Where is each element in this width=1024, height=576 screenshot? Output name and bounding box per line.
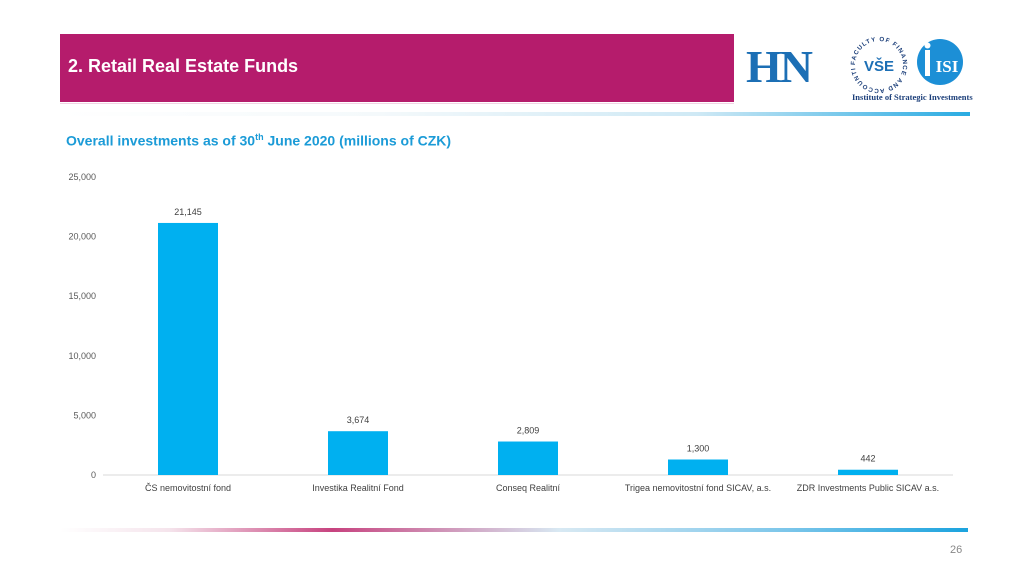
iisi-logo: ISI [917, 39, 963, 85]
page-number: 26 [950, 544, 963, 556]
y-tick-label: 20,000 [68, 232, 96, 242]
seal-center-text: VŠE [864, 57, 894, 75]
x-category-label: Conseq Realitní [496, 483, 561, 493]
bar-value-label: 3,674 [347, 415, 370, 425]
x-category-label: Investika Realitní Fond [312, 483, 404, 493]
bar-value-label: 442 [860, 454, 875, 464]
bar [328, 431, 388, 475]
page-title: 2. Retail Real Estate Funds [68, 56, 299, 76]
header-divider-pink [60, 103, 734, 104]
vse-faculty-seal-logo: FACULTY OF FINANCE AND ACCOUNTING VŠE [848, 34, 908, 94]
bar-value-label: 21,145 [174, 207, 202, 217]
bar [668, 459, 728, 475]
bar [838, 469, 898, 475]
header-band: 2. Retail Real Estate Funds [60, 34, 734, 102]
y-tick-label: 10,000 [68, 351, 96, 361]
y-tick-label: 0 [91, 470, 96, 480]
iisi-logo-text: ISI [936, 57, 959, 76]
chart-title-superscript: th [255, 132, 264, 142]
chart-title: Overall investments as of 30th June 2020… [66, 132, 451, 149]
x-category-label: Trigea nemovitostní fond SICAV, a.s. [625, 483, 771, 493]
bar-value-label: 1,300 [687, 444, 710, 454]
chart-title-rest: June 2020 (millions of CZK) [263, 132, 452, 149]
y-tick-label: 15,000 [68, 291, 96, 301]
footer-divider [60, 528, 968, 532]
y-tick-label: 5,000 [73, 410, 96, 420]
chart-title-main: Overall investments as of 30 [66, 132, 256, 149]
bar-value-label: 2,809 [517, 426, 540, 436]
hn-logo: HN [746, 41, 813, 92]
bar [498, 441, 558, 475]
x-category-label: ZDR Investments Public SICAV a.s. [797, 483, 939, 493]
logo-caption: Institute of Strategic Investments [852, 92, 973, 102]
bar [158, 222, 218, 475]
header-divider [60, 112, 970, 116]
y-tick-label: 25,000 [68, 172, 96, 182]
x-category-label: ČS nemovitostní fond [145, 483, 231, 493]
